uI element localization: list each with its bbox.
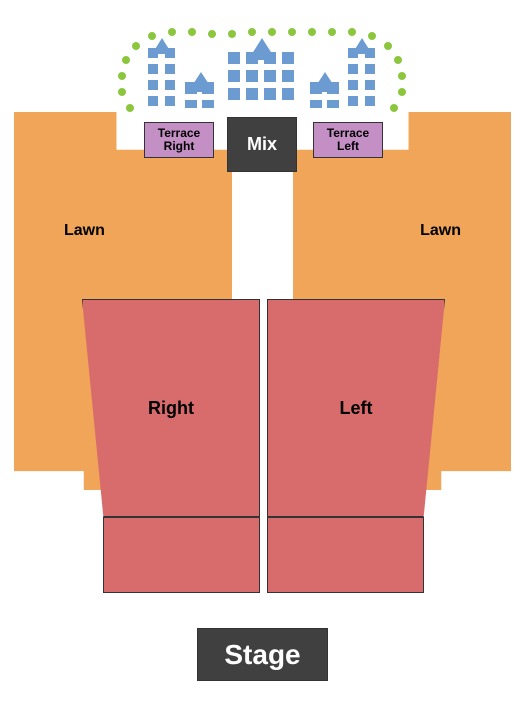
decoration-square	[148, 96, 158, 106]
seating-left-section[interactable]: Left	[267, 299, 445, 517]
seating-left-label: Left	[340, 398, 373, 419]
decoration-square	[327, 100, 339, 108]
decoration-dot	[394, 56, 402, 64]
decoration-dot	[248, 28, 256, 36]
decoration-square	[185, 100, 197, 108]
seating-right-label: Right	[148, 398, 194, 419]
decoration-dot	[398, 72, 406, 80]
decoration-dot	[118, 88, 126, 96]
decoration-dot	[188, 28, 196, 36]
decoration-dot	[208, 30, 216, 38]
decoration-square	[264, 88, 276, 100]
decoration-square	[365, 96, 375, 106]
decoration-dot	[228, 30, 236, 38]
lawn-right-label: Lawn	[420, 222, 461, 240]
decoration-square	[165, 96, 175, 106]
decoration-square	[282, 52, 294, 64]
decoration-square	[148, 80, 158, 90]
decoration-dot	[126, 104, 134, 112]
stage-section: Stage	[197, 628, 328, 681]
decoration-square	[348, 64, 358, 74]
decoration-square	[148, 64, 158, 74]
decoration-dot	[348, 28, 356, 36]
decoration-triangle	[152, 38, 172, 54]
decoration-square	[365, 64, 375, 74]
terrace-left-label: TerraceLeft	[327, 127, 369, 153]
decoration-square	[165, 80, 175, 90]
decoration-square	[310, 100, 322, 108]
decoration-dot	[268, 28, 276, 36]
decoration-square	[264, 70, 276, 82]
terrace-right-label: TerraceRight	[158, 127, 200, 153]
decoration-square	[202, 100, 214, 108]
decoration-dot	[168, 28, 176, 36]
decoration-dot	[122, 56, 130, 64]
decoration-square	[348, 80, 358, 90]
decoration-square	[282, 88, 294, 100]
decoration-dot	[288, 28, 296, 36]
decoration-dot	[132, 42, 140, 50]
lawn-left-label: Lawn	[64, 222, 105, 240]
decoration-square	[228, 52, 240, 64]
seating-right-lower[interactable]	[103, 517, 260, 593]
decoration-square	[246, 88, 258, 100]
decoration-dot	[390, 104, 398, 112]
decoration-square	[246, 70, 258, 82]
mix-label: Mix	[247, 134, 277, 155]
seating-right-section[interactable]: Right	[82, 299, 260, 517]
terrace-left-section[interactable]: TerraceLeft	[313, 122, 383, 158]
decoration-triangle	[312, 72, 338, 92]
decoration-dot	[308, 28, 316, 36]
decoration-triangle	[248, 38, 276, 60]
decoration-square	[228, 70, 240, 82]
decoration-dot	[398, 88, 406, 96]
decoration-dot	[384, 42, 392, 50]
seating-left-lower[interactable]	[267, 517, 424, 593]
decoration-square	[165, 64, 175, 74]
decoration-dot	[118, 72, 126, 80]
stage-label: Stage	[224, 639, 300, 671]
terrace-right-section[interactable]: TerraceRight	[144, 122, 214, 158]
decoration-triangle	[188, 72, 214, 92]
decoration-dot	[328, 28, 336, 36]
decoration-square	[365, 80, 375, 90]
decoration-square	[282, 70, 294, 82]
mix-section[interactable]: Mix	[227, 117, 297, 172]
decoration-square	[348, 96, 358, 106]
decoration-square	[228, 88, 240, 100]
decoration-triangle	[352, 38, 372, 54]
